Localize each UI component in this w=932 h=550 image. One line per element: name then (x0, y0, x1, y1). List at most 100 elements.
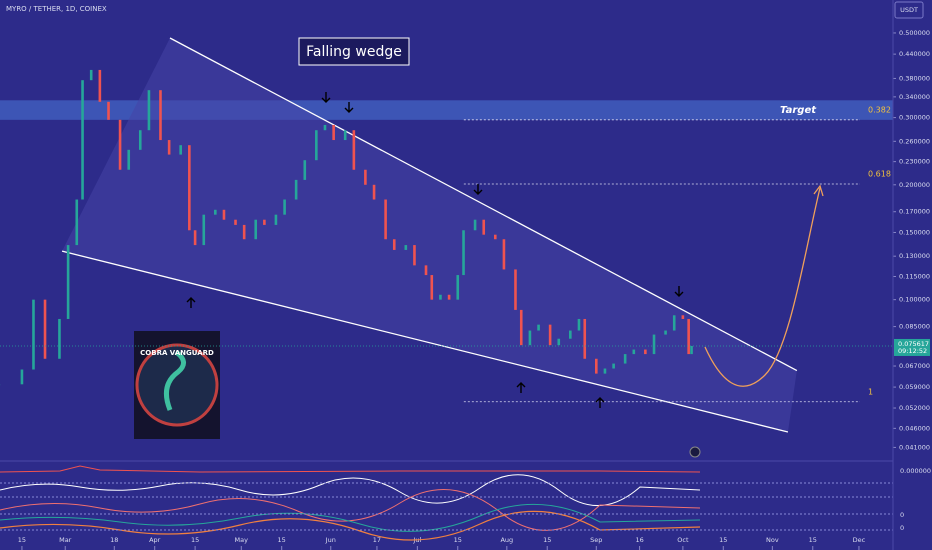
logo-text: COBRA VANGUARD (140, 349, 214, 357)
y-tick-label: 0.115000 (899, 272, 930, 280)
candle (424, 265, 428, 276)
currency-box (894, 1, 924, 19)
x-tick-label: Jun (325, 536, 336, 544)
candle (392, 239, 396, 250)
candle (343, 130, 347, 141)
candle (577, 318, 581, 331)
candle (603, 368, 607, 374)
candle (89, 69, 93, 81)
logo: COBRA VANGUARD (134, 331, 220, 439)
candle (623, 354, 627, 364)
pivot-arrows (186, 92, 684, 408)
candle (462, 230, 465, 276)
fib-label: 1 (868, 387, 873, 396)
x-tick-label: Aug (500, 536, 513, 544)
candle (493, 234, 497, 240)
x-tick-label: 15 (191, 536, 199, 544)
x-tick-label: May (235, 536, 249, 544)
candle (569, 330, 572, 339)
y-tick-label: 0.170000 (899, 208, 930, 216)
candle (413, 245, 416, 266)
y-tick-label: 0.085000 (899, 323, 930, 331)
candle (107, 101, 110, 120)
grid: 0.500000 0.440000 0.380000 0.340000 0.300000… (18, 29, 930, 550)
candle (193, 230, 197, 246)
candle (632, 349, 636, 355)
candle (214, 209, 217, 215)
y-tick-label: 0.260000 (899, 137, 930, 145)
candles (0, 69, 693, 386)
candle (118, 119, 122, 170)
y-tick-label: 0.067000 (899, 362, 930, 370)
candle (652, 334, 656, 355)
x-tick-label: Dec (853, 536, 866, 544)
candle (404, 245, 408, 250)
fib-label: 0.618 (868, 169, 891, 178)
candle (234, 219, 237, 225)
candle (687, 318, 690, 355)
candle (274, 214, 278, 225)
indicator-line (0, 474, 701, 506)
fib-label: 0.382 (868, 105, 891, 114)
candle (690, 345, 693, 355)
candle (447, 294, 451, 300)
candle (20, 369, 24, 385)
candle (75, 199, 79, 246)
x-tick-label: Mar (59, 536, 72, 544)
indicator-line (0, 488, 701, 531)
x-tick-label: 18 (110, 536, 118, 544)
x-tick-label: 15 (719, 536, 727, 544)
x-tick-label: 15 (543, 536, 551, 544)
indicator-line (0, 510, 701, 541)
wedge-fill (62, 37, 797, 432)
candle (242, 224, 246, 240)
candle (138, 130, 142, 150)
candle (352, 130, 356, 170)
y-tick-label: 0.230000 (899, 158, 930, 166)
wedge: 0.382 0.618 1 Target (0, 37, 893, 433)
candle (482, 219, 486, 235)
candle (672, 315, 676, 331)
candle (43, 299, 47, 359)
y-tick-label: 0.300000 (899, 114, 930, 122)
projection-path (704, 187, 821, 387)
candle (283, 199, 286, 215)
candle (681, 315, 685, 319)
candle (364, 169, 367, 185)
logo-badge (135, 343, 219, 427)
candle (323, 124, 327, 131)
candle (98, 69, 102, 102)
candle (528, 330, 532, 346)
candle (439, 294, 442, 300)
y-tick-label: 0.380000 (899, 74, 930, 82)
candle (315, 130, 318, 161)
y-tick-label: 0.041000 (899, 443, 930, 451)
indicator-line (0, 465, 701, 473)
candle (127, 149, 131, 170)
x-tick-label: Sep (590, 536, 602, 544)
logo-cobra (163, 349, 186, 411)
candle (32, 299, 35, 370)
candle (147, 90, 151, 131)
chart-title: MYRO / TETHER, 1D, COINEX (6, 5, 107, 13)
candle (179, 145, 182, 155)
candle (202, 214, 206, 246)
candle (473, 219, 477, 231)
candle (537, 324, 540, 331)
current-price-label: 0.075617 (898, 340, 929, 348)
indicator-label: 0 (900, 524, 904, 532)
y-tick-label: 0.059000 (899, 383, 930, 391)
projection-arrowhead (813, 184, 824, 197)
target-label: Target (780, 105, 817, 116)
candle (303, 160, 307, 180)
candle (222, 209, 226, 220)
y-tick-label: 0.340000 (899, 93, 930, 101)
candle (332, 124, 335, 141)
candle (372, 184, 376, 200)
current-price-box (894, 338, 930, 356)
candle (519, 309, 523, 346)
x-tick-label: 15 (18, 536, 26, 544)
candle (263, 219, 266, 225)
wedge-line (61, 250, 789, 433)
